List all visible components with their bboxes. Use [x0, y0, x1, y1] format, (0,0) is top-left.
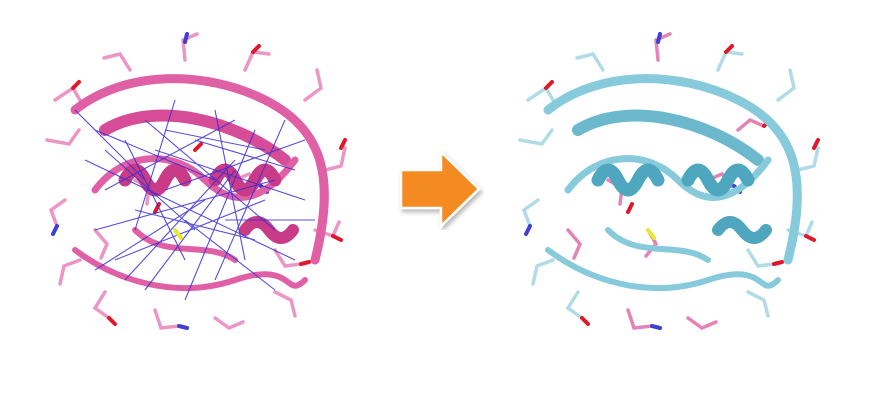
protein-structure-refined: [518, 32, 820, 330]
atom-tips: [51, 32, 347, 330]
transition-arrow: [395, 148, 485, 230]
sulfur-bond: [646, 228, 656, 240]
restraint-network: [74, 99, 315, 301]
right-arrow-icon: [399, 149, 481, 229]
sulfur-bond: [173, 228, 183, 240]
right-structure-panel: [508, 30, 828, 350]
backbone-ribbon: [70, 74, 329, 292]
protein-structure-with-restraints: [45, 32, 347, 330]
left-structure-panel: [35, 30, 355, 350]
backbone-ribbon: [543, 74, 802, 292]
side-chains: [518, 50, 820, 320]
